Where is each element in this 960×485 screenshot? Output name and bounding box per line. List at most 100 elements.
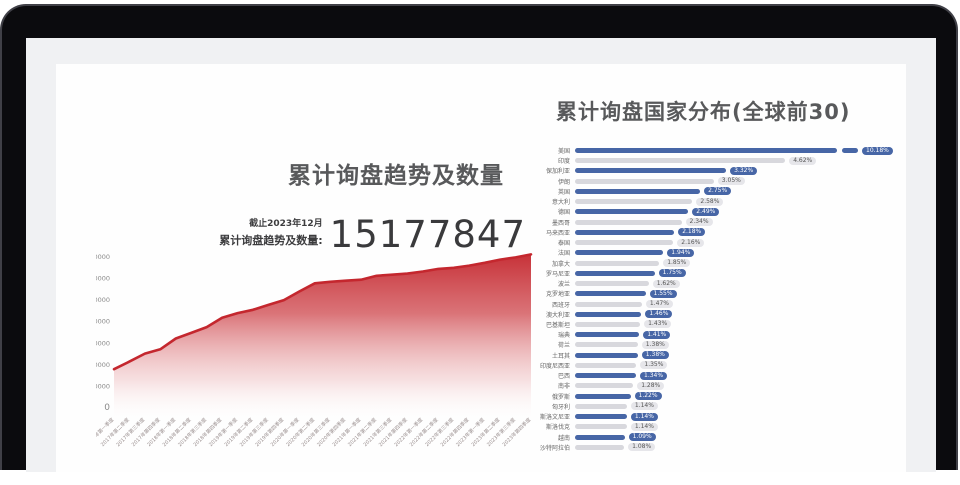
percentage-badge: 1.38% [641, 351, 669, 360]
country-bar [575, 240, 674, 246]
country-label: 美国 [557, 148, 570, 155]
dist-row: 克罗地亚 1.55% [508, 289, 903, 298]
country-bar [575, 178, 714, 184]
y-axis-tick: 600000 [96, 275, 110, 283]
y-axis-tick: 100000 [96, 382, 110, 390]
country-bar [575, 260, 660, 266]
percentage-badge: 3.32% [730, 166, 758, 175]
dist-row: 马来西亚 2.18% [508, 228, 903, 237]
dist-row: 印度尼西亚 1.35% [508, 361, 903, 370]
country-label: 澳大利亚 [545, 311, 570, 319]
percentage-badge: 1.43% [644, 320, 672, 329]
country-bar [575, 301, 642, 307]
axis-break-cap [842, 148, 858, 153]
country-bar [575, 270, 655, 276]
percentage-badge: 1.55% [649, 289, 677, 298]
country-bar [575, 291, 646, 297]
country-bar [575, 281, 649, 287]
country-bar [575, 199, 693, 205]
dist-row: 英国 2.75% [508, 187, 903, 196]
country-bar [575, 311, 642, 317]
country-label: 巴西 [557, 373, 570, 381]
country-bar [575, 444, 625, 450]
dist-row: 印度 4.62% [508, 156, 903, 165]
percentage-badge: 1.75% [658, 269, 686, 278]
percentage-badge: 1.34% [640, 371, 668, 380]
percentage-badge: 1.22% [634, 392, 662, 401]
laptop-frame: 累计询盘趋势及数量 截止2023年12月 累计询盘趋势及数量: 15177847… [0, 4, 958, 472]
dist-row: 匈牙利 1.14% [508, 402, 903, 411]
dist-row: 荷兰 1.38% [508, 340, 903, 349]
country-label: 匈牙利 [551, 403, 570, 411]
dist-row: 俄罗斯 1.22% [508, 392, 903, 401]
dist-row: 保加利亚 3.32% [508, 166, 903, 175]
country-bar [575, 362, 637, 368]
percentage-badge: 2.58% [696, 197, 724, 206]
trend-area-fill [114, 254, 531, 422]
dist-row: 罗马尼亚 1.75% [508, 269, 903, 278]
country-bar [575, 158, 786, 164]
country-bar [575, 403, 627, 409]
percentage-badge: 1.47% [645, 300, 673, 309]
country-bar [575, 209, 689, 215]
percentage-badge: 2.34% [685, 218, 713, 227]
country-label: 克罗地亚 [545, 291, 570, 299]
y-axis-tick: 400000 [96, 318, 110, 326]
country-bar [575, 383, 634, 389]
dist-row: 瑞典 1.41% [508, 330, 903, 339]
dist-row: 德国 2.49% [508, 207, 903, 216]
percentage-badge: 3.05% [717, 177, 745, 186]
y-axis-tick: 500000 [96, 296, 110, 304]
country-label: 波兰 [557, 281, 570, 289]
y-axis-tick: 0 [104, 403, 110, 413]
country-bar [575, 434, 625, 440]
country-bar [575, 373, 636, 379]
distribution-bar-list: 美国 10.18% 印度 4.62% 保加利亚 3.32% 伊朗 3.05% 英国 2.75% 意大… [508, 146, 903, 452]
screen-background: 累计询盘趋势及数量 截止2023年12月 累计询盘趋势及数量: 15177847… [26, 38, 936, 472]
country-label: 加拿大 [551, 260, 570, 268]
as-of-date: 截止2023年12月 [249, 219, 323, 229]
country-label: 俄罗斯 [551, 393, 570, 401]
country-label: 伊朗 [557, 178, 570, 186]
country-label: 南非 [557, 383, 570, 391]
stat-label: 累计询盘趋势及数量: [219, 234, 323, 247]
country-label: 荷兰 [557, 342, 570, 350]
country-label: 越南 [557, 434, 570, 442]
dist-row: 加拿大 1.85% [508, 259, 903, 268]
country-label: 沙特阿拉伯 [539, 444, 570, 452]
country-bar [575, 352, 638, 358]
dist-row: 斯洛文尼亚 1.14% [508, 412, 903, 421]
country-bar [575, 229, 675, 235]
country-label: 斯洛伐克 [545, 424, 570, 432]
country-label: 巴基斯坦 [545, 321, 570, 329]
percentage-badge: 1.62% [652, 279, 680, 288]
dist-row: 巴基斯坦 1.43% [508, 320, 903, 329]
country-label: 罗马尼亚 [545, 270, 570, 278]
percentage-badge: 1.14% [630, 402, 658, 411]
percentage-badge: 1.14% [630, 422, 658, 431]
percentage-badge: 1.38% [641, 340, 669, 349]
dist-row: 法国 1.94% [508, 248, 903, 257]
dist-row: 澳大利亚 1.46% [508, 310, 903, 319]
percentage-badge: 2.75% [704, 187, 732, 196]
dist-row: 伊朗 3.05% [508, 177, 903, 186]
country-label: 印度 [557, 158, 570, 166]
country-label: 西班牙 [551, 301, 570, 309]
country-label: 法国 [557, 250, 570, 258]
country-label: 瑞典 [557, 332, 570, 340]
dist-row: 越南 1.09% [508, 433, 903, 442]
dist-row: 南非 1.28% [508, 381, 903, 390]
dist-row: 墨西哥 2.34% [508, 218, 903, 227]
dist-row: 意大利 2.58% [508, 197, 903, 206]
trend-chart-title: 累计询盘趋势及数量 [288, 163, 504, 189]
country-bar [575, 414, 627, 420]
percentage-badge: 1.28% [637, 381, 665, 390]
country-bar [575, 342, 638, 348]
dist-row: 西班牙 1.47% [508, 300, 903, 309]
dist-row: 泰国 2.16% [508, 238, 903, 247]
percentage-badge: 1.46% [645, 310, 673, 319]
trend-stat-block: 截止2023年12月 累计询盘趋势及数量: 15177847 [206, 215, 526, 252]
percentage-badge: 1.14% [630, 412, 658, 421]
